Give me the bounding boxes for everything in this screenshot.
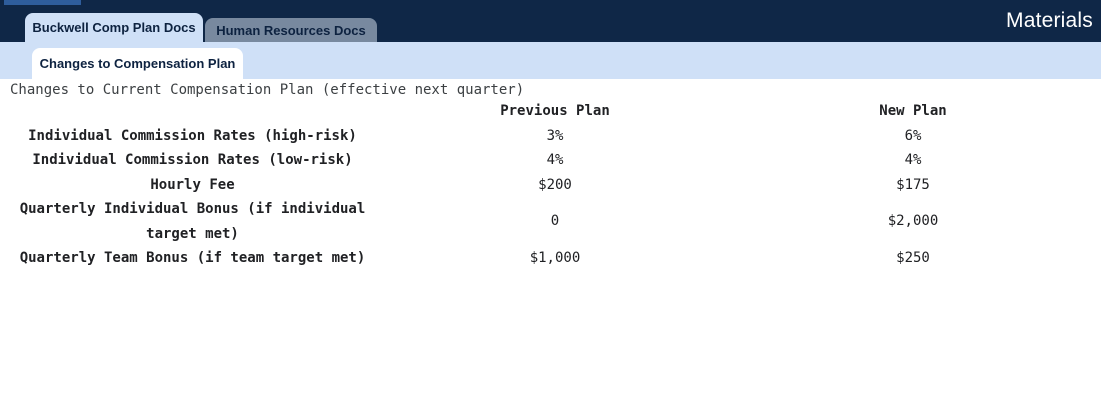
cell-new-plan: $175 [896,176,930,193]
table-row: Quarterly Team Bonus (if team target met… [0,246,1101,271]
col-header-new-plan: New Plan [879,103,947,119]
col-header-previous-plan: Previous Plan [500,103,610,119]
row-label: Individual Commission Rates (high-risk) [28,127,357,144]
cell-new-plan: $250 [896,250,930,266]
cell-previous-plan: 3% [546,127,564,144]
app-header: Buckwell Comp Plan Docs Human Resources … [0,0,1101,42]
tab-buckwell-comp-plan-docs[interactable]: Buckwell Comp Plan Docs [25,13,203,42]
subtab-strip: Changes to Compensation Plan [0,42,1101,79]
tab-human-resources-docs[interactable]: Human Resources Docs [205,18,377,42]
subtab-changes-to-compensation-plan[interactable]: Changes to Compensation Plan [32,48,243,79]
table-row: Individual Commission Rates (low-risk) 4… [0,148,1101,173]
table-header-row: Previous Plan New Plan [0,99,1101,124]
document-area: Changes to Current Compensation Plan (ef… [0,79,1101,271]
cell-previous-plan: 4% [546,152,564,168]
document-tab-bar: Buckwell Comp Plan Docs Human Resources … [25,13,377,42]
row-label: Quarterly Individual Bonus (if individua… [19,201,366,242]
table-row: Individual Commission Rates (high-risk) … [0,124,1101,149]
col-header-label [0,99,385,124]
row-label: Quarterly Team Bonus (if team target met… [19,250,366,266]
subtab-label: Changes to Compensation Plan [39,56,236,71]
cell-previous-plan: $1,000 [529,250,581,266]
row-label: Hourly Fee [150,176,235,193]
app-title: Materials [1006,9,1093,32]
cell-new-plan: 6% [904,127,922,144]
cell-previous-plan: 0 [550,213,560,230]
tab-label: Human Resources Docs [216,22,366,38]
row-label: Individual Commission Rates (low-risk) [32,152,353,168]
comp-plan-table: Previous Plan New Plan Individual Commis… [0,99,1101,271]
tab-label: Buckwell Comp Plan Docs [32,20,196,35]
table-row: Hourly Fee $200 $175 [0,173,1101,198]
cell-previous-plan: $200 [538,176,572,193]
document-title: Changes to Current Compensation Plan (ef… [10,82,525,98]
cell-new-plan: $2,000 [887,213,939,230]
cell-new-plan: 4% [904,152,922,168]
top-accent-bar [4,0,81,5]
table-row: Quarterly Individual Bonus (if individua… [0,197,1101,246]
